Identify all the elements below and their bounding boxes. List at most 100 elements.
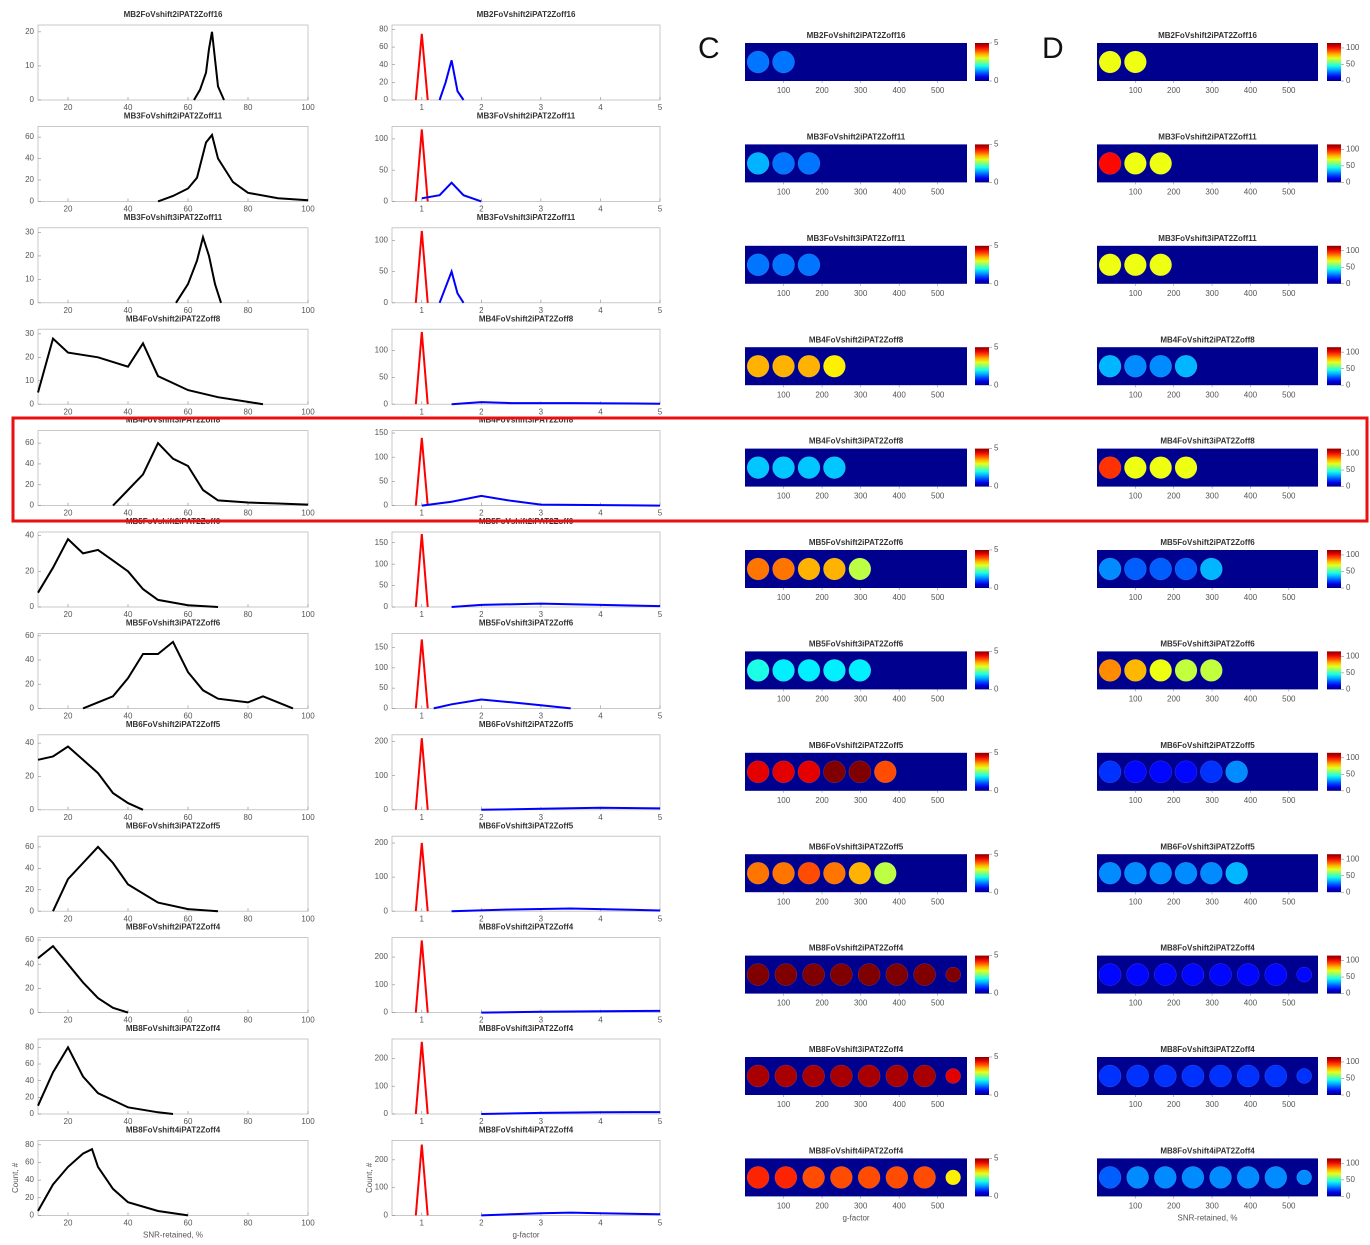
y-tick-label: 30 [25,329,34,338]
slice-disc [1200,659,1222,681]
chart-title: MB6FoVshift2iPAT2Zoff5 [809,741,904,750]
colorbar [1327,956,1341,994]
colorbar-tick-label: 5 [994,342,999,351]
colorbar-tick-label: 0 [1346,887,1351,896]
x-tick-label: 100 [301,712,315,721]
slice-disc [773,355,795,377]
y-tick-label: 60 [379,42,388,51]
y-tick-label: 0 [384,805,389,814]
y-tick-label: 40 [25,1076,34,1085]
colorbar-tick-label: 100 [1346,956,1360,965]
chart-title: MB8FoVshift3iPAT2Zoff4 [126,1024,221,1033]
y-tick-label: 100 [375,559,389,568]
x-tick-label: 300 [854,593,868,602]
colorbar [1327,1158,1341,1196]
y-tick-label: 0 [384,704,389,713]
colorbar-tick-label: 5 [994,951,999,960]
chart-title: MB5FoVshift2iPAT2Zoff6 [1160,538,1255,547]
plot-frame [392,25,660,100]
chart-title: MB8FoVshift4iPAT2Zoff4 [126,1126,221,1135]
slice-disc [1150,457,1172,479]
slice-disc [914,964,936,986]
colorbar-tick-label: 0 [1346,1192,1351,1201]
chart-title: MB4FoVshift3iPAT2Zoff8 [809,437,904,446]
x-tick-label: 100 [777,999,791,1008]
x-tick-label: 500 [931,999,945,1008]
y-tick-label: 40 [25,738,34,747]
y-tick-label: 150 [375,538,389,547]
y-tick-label: 0 [30,906,35,915]
x-tick-label: 100 [301,1219,315,1228]
slice-disc [803,964,825,986]
chart-title: MB8FoVshift3iPAT2Zoff4 [479,1024,574,1033]
x-tick-label: 5 [658,610,663,619]
chart-title: MB3FoVshift3iPAT2Zoff11 [1158,234,1257,243]
slice-disc [1127,1166,1149,1188]
x-tick-label: 3 [539,1219,544,1228]
colorbar [1327,144,1341,182]
x-tick-label: 5 [658,407,663,416]
x-tick-label: 500 [931,1202,945,1211]
x-tick-label: 5 [658,103,663,112]
y-tick-label: 0 [30,197,35,206]
x-tick-label: 300 [854,1202,868,1211]
x-tick-label: 5 [658,1219,663,1228]
slice-disc [1182,1166,1204,1188]
slice-disc [1297,1170,1312,1185]
slice-disc [1182,964,1204,986]
colorbar-tick-label: 100 [1346,347,1360,356]
plot-frame [38,938,308,1013]
colorbar-tick-label: 5 [994,849,999,858]
colorbar-tick-label: 0 [994,786,999,795]
chart-title: MB3FoVshift2iPAT2Zoff11 [1158,133,1257,142]
chart-title: MB3FoVshift3iPAT2Zoff11 [477,213,576,222]
x-tick-label: 100 [1129,289,1143,298]
colorbar [975,651,989,689]
y-tick-label: 50 [379,683,388,692]
slice-disc [823,862,845,884]
slice-disc [773,659,795,681]
x-tick-label: 200 [1167,593,1181,602]
x-tick-label: 4 [598,205,603,214]
colorbar-tick-label: 100 [1346,246,1360,255]
slice-disc [823,659,845,681]
plot-frame [38,1039,308,1114]
slice-disc [1175,457,1197,479]
slice-disc [823,355,845,377]
colorbar-tick-label: 50 [1346,769,1355,778]
plot-frame [392,329,660,404]
colorbar-tick-label: 50 [1346,465,1355,474]
slice-disc [886,1065,908,1087]
slice-disc [1099,964,1121,986]
chart-title: MB3FoVshift2iPAT2Zoff11 [124,112,223,121]
colorbar [975,1057,989,1095]
x-tick-label: 100 [301,914,315,923]
slice-disc [747,558,769,580]
slice-disc [747,1166,769,1188]
colorbar [1327,43,1341,81]
x-tick-label: 100 [777,796,791,805]
chart-title: MB4FoVshift2iPAT2Zoff8 [809,335,904,344]
x-tick-label: 500 [931,593,945,602]
y-tick-label: 100 [375,663,389,672]
slice-disc [1124,761,1146,783]
slice-disc [1175,761,1197,783]
colorbar-tick-label: 5 [994,647,999,656]
x-tick-label: 400 [1244,86,1258,95]
slice-disc [1154,964,1176,986]
x-tick-label: 100 [777,897,791,906]
x-tick-label: 200 [815,188,829,197]
x-tick-label: 100 [777,289,791,298]
colorbar [1327,854,1341,892]
colorbar-tick-label: 0 [994,380,999,389]
colorbar-tick-label: 0 [1346,76,1351,85]
x-tick-label: 200 [815,796,829,805]
x-tick-label: 100 [777,86,791,95]
slice-disc [798,558,820,580]
x-tick-label: 100 [777,695,791,704]
y-tick-label: 40 [25,154,34,163]
y-tick-label: 30 [25,228,34,237]
x-tick-label: 200 [815,897,829,906]
x-tick-label: 60 [184,1219,193,1228]
x-tick-label: 100 [1129,86,1143,95]
